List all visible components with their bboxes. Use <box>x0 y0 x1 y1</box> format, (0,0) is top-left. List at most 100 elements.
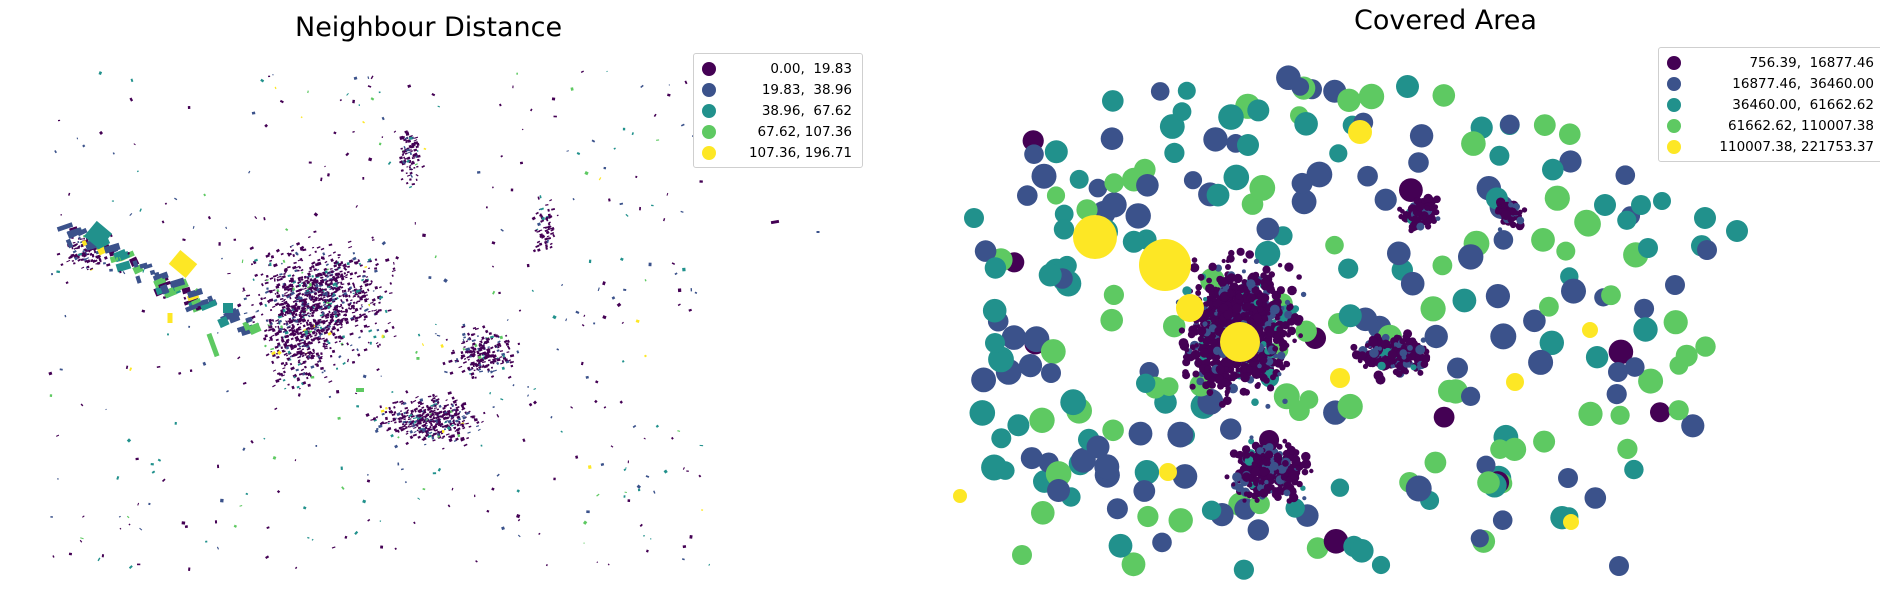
building <box>376 368 380 372</box>
building <box>260 297 264 301</box>
building <box>300 341 305 344</box>
building <box>451 396 455 400</box>
building <box>392 417 396 421</box>
building <box>516 350 520 354</box>
building <box>347 302 352 306</box>
building <box>318 324 321 326</box>
building <box>374 311 379 316</box>
building <box>356 388 364 392</box>
building <box>271 305 276 308</box>
building <box>461 419 466 423</box>
coverage-cell <box>1183 171 1203 190</box>
building <box>463 336 466 339</box>
building <box>258 293 261 297</box>
coverage-cell <box>1269 461 1279 471</box>
building <box>265 319 269 323</box>
building <box>347 282 351 286</box>
building <box>318 305 323 308</box>
building <box>72 241 76 244</box>
building <box>307 357 310 360</box>
building <box>332 251 336 254</box>
building <box>452 419 455 422</box>
building <box>291 315 296 320</box>
building <box>70 253 75 258</box>
building <box>307 332 311 335</box>
building <box>458 420 461 425</box>
building <box>297 305 301 309</box>
building <box>397 416 401 420</box>
coverage-cell <box>1128 421 1153 446</box>
building <box>285 361 288 366</box>
building <box>294 459 297 462</box>
building <box>616 302 622 308</box>
building <box>655 424 659 428</box>
building <box>263 217 266 221</box>
building <box>329 314 335 320</box>
building <box>699 444 704 447</box>
building <box>188 567 191 571</box>
coverage-cell <box>1136 373 1156 393</box>
building <box>298 331 303 335</box>
building <box>407 84 412 88</box>
building <box>526 263 530 268</box>
building <box>432 399 436 404</box>
building <box>537 196 540 200</box>
building <box>309 279 314 282</box>
building <box>433 432 438 436</box>
coverage-cell <box>1296 480 1303 488</box>
coverage-cell <box>1292 338 1297 344</box>
building <box>486 509 490 513</box>
building <box>338 295 341 298</box>
building <box>284 285 289 290</box>
building <box>260 273 264 276</box>
building <box>435 416 440 420</box>
building <box>470 363 473 366</box>
building <box>431 417 436 420</box>
building <box>322 328 325 332</box>
building <box>288 283 293 288</box>
building <box>345 273 349 277</box>
building <box>333 264 338 268</box>
building <box>354 319 359 323</box>
building <box>294 319 300 323</box>
building <box>296 289 301 292</box>
legend-label: 0.00, 19.83 <box>770 61 852 78</box>
building <box>681 558 685 561</box>
building <box>315 444 318 447</box>
building <box>313 291 318 296</box>
coverage-cell <box>1259 478 1265 484</box>
building <box>494 344 498 348</box>
building <box>56 222 74 232</box>
building <box>298 313 303 317</box>
building <box>363 291 368 295</box>
building <box>274 302 280 307</box>
building <box>265 279 269 282</box>
building <box>403 426 408 430</box>
building <box>479 357 484 361</box>
building <box>553 115 557 118</box>
building <box>304 330 309 334</box>
building <box>338 354 342 359</box>
building <box>412 145 415 148</box>
building <box>233 524 237 528</box>
coverage-cell <box>1208 381 1216 389</box>
building <box>326 301 330 305</box>
building <box>319 314 324 317</box>
building <box>250 263 253 266</box>
building <box>301 271 304 274</box>
building <box>254 273 259 278</box>
building <box>286 326 291 329</box>
coverage-cell <box>1208 291 1215 297</box>
building <box>425 419 428 421</box>
building <box>323 272 326 276</box>
building <box>310 375 315 379</box>
building <box>289 344 294 348</box>
coverage-cell <box>1254 240 1281 267</box>
coverage-cell <box>1325 235 1344 255</box>
coverage-cell <box>1420 296 1446 322</box>
building <box>149 269 156 276</box>
coverage-cell <box>1076 199 1098 221</box>
coverage-cell <box>1233 559 1254 580</box>
building <box>270 327 275 331</box>
building <box>310 298 315 302</box>
